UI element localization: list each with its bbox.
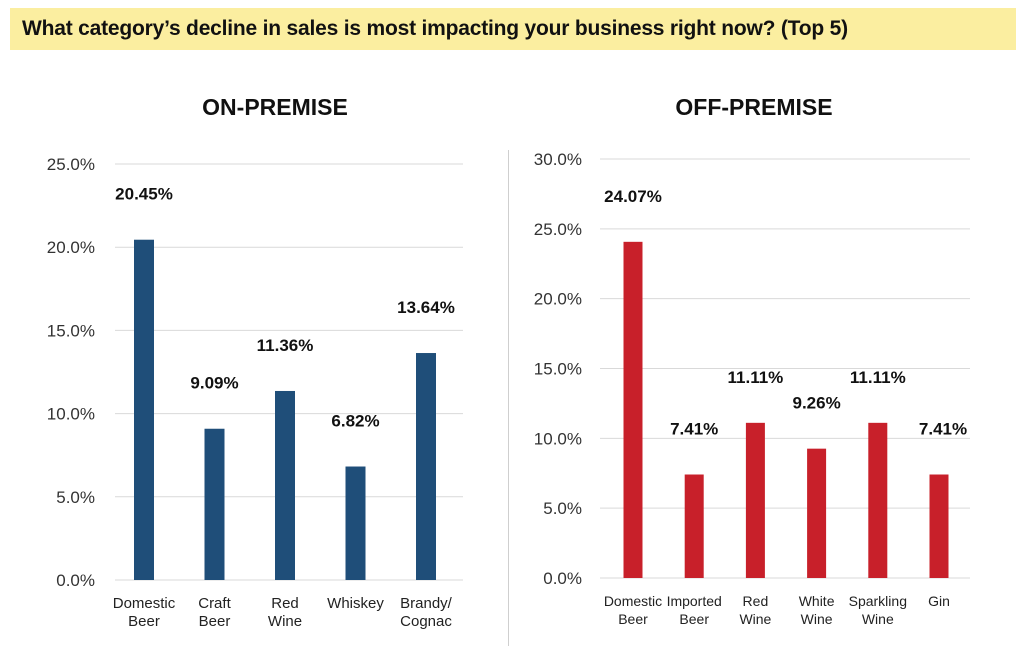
chart-divider bbox=[508, 150, 509, 646]
off-premise-bar bbox=[745, 422, 765, 578]
on-premise-category-label: Domestic bbox=[113, 595, 176, 612]
on-premise-y-tick-label: 25.0% bbox=[47, 155, 95, 174]
off-premise-category-label: Wine bbox=[862, 611, 894, 627]
on-premise-value-label: 13.64% bbox=[397, 298, 455, 317]
off-premise-category-label: Imported bbox=[667, 593, 722, 609]
off-premise-value-label: 9.26% bbox=[792, 394, 840, 413]
off-premise-bar bbox=[929, 474, 949, 578]
off-premise-y-tick-label: 0.0% bbox=[543, 569, 582, 588]
on-premise-category-label: Beer bbox=[128, 613, 160, 630]
on-premise-category-label: Red bbox=[271, 595, 299, 612]
on-premise-bar bbox=[275, 390, 295, 580]
off-premise-bar bbox=[868, 422, 888, 578]
on-premise-y-tick-label: 0.0% bbox=[56, 571, 95, 590]
on-premise-category-label: Wine bbox=[268, 613, 302, 630]
on-premise-category-label: Brandy/ bbox=[400, 595, 453, 612]
off-premise-y-tick-label: 10.0% bbox=[534, 429, 582, 448]
on-premise-category-label: Whiskey bbox=[327, 595, 384, 612]
on-premise-category-label: Cognac bbox=[400, 613, 452, 630]
off-premise-value-label: 7.41% bbox=[919, 420, 967, 439]
off-premise-category-label: Wine bbox=[801, 611, 833, 627]
off-premise-value-label: 11.11% bbox=[728, 368, 784, 387]
question-banner: What category’s decline in sales is most… bbox=[10, 8, 1016, 50]
off-premise-category-label: White bbox=[799, 593, 835, 609]
off-premise-bar bbox=[807, 448, 827, 578]
off-premise-y-tick-label: 25.0% bbox=[534, 220, 582, 239]
question-title: What category’s decline in sales is most… bbox=[22, 17, 848, 40]
off-premise-value-label: 7.41% bbox=[670, 420, 718, 439]
off-premise-category-label: Red bbox=[743, 593, 769, 609]
off-premise-title: OFF-PREMISE bbox=[675, 94, 833, 120]
on-premise-value-label: 9.09% bbox=[190, 374, 238, 393]
off-premise-bar bbox=[684, 474, 704, 578]
off-premise-value-label: 24.07% bbox=[604, 187, 662, 206]
off-premise-y-tick-label: 20.0% bbox=[534, 290, 582, 309]
on-premise-bar bbox=[416, 353, 436, 580]
off-premise-category-label: Domestic bbox=[604, 593, 662, 609]
off-premise-category-label: Beer bbox=[618, 611, 648, 627]
off-premise-y-tick-label: 15.0% bbox=[534, 360, 582, 379]
on-premise-value-label: 6.82% bbox=[331, 412, 379, 431]
on-premise-bar bbox=[204, 428, 225, 580]
on-premise-y-tick-label: 10.0% bbox=[47, 405, 95, 424]
on-premise-y-tick-label: 5.0% bbox=[56, 488, 95, 507]
off-premise-bar bbox=[623, 241, 643, 578]
on-premise-category-label: Craft bbox=[198, 595, 231, 612]
off-premise-value-label: 11.11% bbox=[850, 368, 906, 387]
off-premise-y-tick-label: 5.0% bbox=[543, 499, 582, 518]
on-premise-bar bbox=[345, 466, 366, 580]
off-premise-category-label: Gin bbox=[928, 593, 950, 609]
on-premise-value-label: 20.45% bbox=[115, 185, 173, 204]
on-premise-y-tick-label: 15.0% bbox=[47, 321, 95, 340]
on-premise-y-tick-label: 20.0% bbox=[47, 238, 95, 257]
on-premise-title: ON-PREMISE bbox=[202, 94, 348, 120]
off-premise-category-label: Sparkling bbox=[849, 593, 907, 609]
on-premise-category-label: Beer bbox=[199, 613, 231, 630]
off-premise-category-label: Beer bbox=[679, 611, 709, 627]
on-premise-value-label: 11.36% bbox=[257, 336, 314, 355]
off-premise-y-tick-label: 30.0% bbox=[534, 150, 582, 169]
on-premise-bar bbox=[134, 239, 154, 580]
off-premise-category-label: Wine bbox=[739, 611, 771, 627]
